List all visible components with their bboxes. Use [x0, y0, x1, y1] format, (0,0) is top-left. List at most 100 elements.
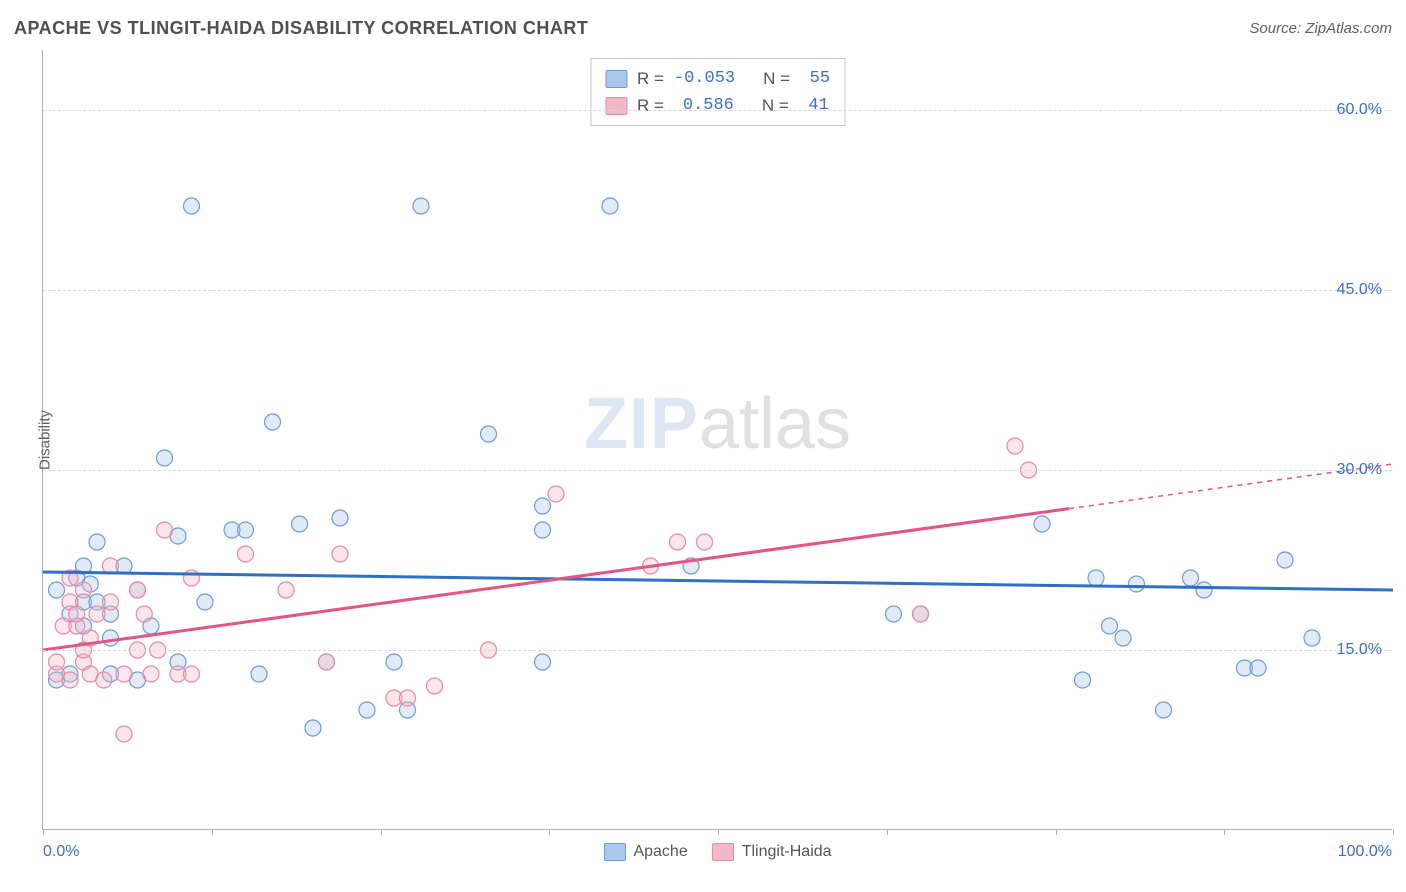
data-point	[96, 672, 112, 688]
y-tick-label: 45.0%	[1337, 281, 1382, 299]
data-point	[427, 678, 443, 694]
data-point	[197, 594, 213, 610]
data-point	[332, 546, 348, 562]
x-tick	[1056, 829, 1057, 835]
legend-bottom-item: Apache	[603, 843, 687, 861]
data-point	[1183, 570, 1199, 586]
legend-top-row: R = -0.053 N = 55	[605, 65, 830, 92]
data-point	[292, 516, 308, 532]
data-point	[1034, 516, 1050, 532]
y-tick-label: 60.0%	[1337, 101, 1382, 119]
data-point	[143, 666, 159, 682]
data-point	[157, 522, 173, 538]
legend-top-row: R = 0.586 N = 41	[605, 92, 830, 119]
source-name: ZipAtlas.com	[1305, 20, 1392, 37]
source-attribution: Source: ZipAtlas.com	[1249, 20, 1392, 37]
data-point	[1088, 570, 1104, 586]
legend-bottom-item: Tlingit-Haida	[712, 843, 832, 861]
data-point	[1250, 660, 1266, 676]
x-tick	[43, 829, 44, 835]
data-point	[89, 606, 105, 622]
data-point	[1196, 582, 1212, 598]
legend-bottom: Apache Tlingit-Haida	[603, 843, 831, 861]
data-point	[602, 198, 618, 214]
x-tick	[549, 829, 550, 835]
gridline	[43, 110, 1392, 111]
legend-n-value: 41	[799, 92, 829, 119]
data-point	[136, 606, 152, 622]
plot-area: Disability ZIPatlas R =-0.053N =55R =0.5…	[42, 50, 1392, 830]
data-point	[76, 582, 92, 598]
data-point	[116, 726, 132, 742]
gridline	[43, 470, 1392, 471]
data-point	[265, 414, 281, 430]
legend-n-label: N =	[762, 92, 789, 119]
legend-n-label: N =	[763, 65, 790, 92]
x-tick	[718, 829, 719, 835]
data-point	[886, 606, 902, 622]
data-point	[184, 198, 200, 214]
legend-r-value: 0.586	[674, 92, 734, 119]
x-tick	[887, 829, 888, 835]
data-point	[49, 582, 65, 598]
data-point	[1129, 576, 1145, 592]
data-point	[251, 666, 267, 682]
data-point	[130, 582, 146, 598]
data-point	[697, 534, 713, 550]
legend-top: R = -0.053 N = 55 R = 0.586 N = 41	[590, 58, 845, 126]
gridline	[43, 650, 1392, 651]
data-point	[548, 486, 564, 502]
legend-n-value: 55	[800, 65, 830, 92]
y-tick-label: 30.0%	[1337, 461, 1382, 479]
legend-swatch	[603, 843, 625, 861]
data-point	[400, 690, 416, 706]
data-point	[238, 546, 254, 562]
data-point	[913, 606, 929, 622]
legend-r-label: R =	[637, 65, 664, 92]
data-point	[1007, 438, 1023, 454]
data-point	[184, 666, 200, 682]
chart-header: APACHE VS TLINGIT-HAIDA DISABILITY CORRE…	[14, 18, 1392, 39]
legend-swatch	[605, 70, 627, 88]
chart-title: APACHE VS TLINGIT-HAIDA DISABILITY CORRE…	[14, 18, 588, 39]
source-prefix: Source:	[1249, 20, 1305, 37]
x-tick	[212, 829, 213, 835]
data-point	[670, 534, 686, 550]
y-tick-label: 15.0%	[1337, 641, 1382, 659]
data-point	[157, 450, 173, 466]
data-point	[103, 630, 119, 646]
data-point	[305, 720, 321, 736]
x-tick	[1393, 829, 1394, 835]
data-point	[1075, 672, 1091, 688]
data-point	[535, 498, 551, 514]
legend-swatch	[605, 97, 627, 115]
legend-r-value: -0.053	[674, 65, 735, 92]
data-point	[535, 522, 551, 538]
data-point	[332, 510, 348, 526]
x-tick	[381, 829, 382, 835]
legend-swatch	[712, 843, 734, 861]
data-point	[184, 570, 200, 586]
data-point	[69, 606, 85, 622]
data-point	[359, 702, 375, 718]
data-point	[238, 522, 254, 538]
x-tick	[1224, 829, 1225, 835]
data-point	[116, 666, 132, 682]
data-point	[1102, 618, 1118, 634]
gridline	[43, 290, 1392, 291]
data-point	[1277, 552, 1293, 568]
data-point	[319, 654, 335, 670]
data-point	[103, 594, 119, 610]
data-point	[89, 534, 105, 550]
legend-series-label: Apache	[633, 843, 687, 861]
x-axis-max-label: 100.0%	[1338, 843, 1392, 861]
legend-r-label: R =	[637, 92, 664, 119]
data-point	[481, 426, 497, 442]
x-axis-min-label: 0.0%	[43, 843, 79, 861]
data-point	[1115, 630, 1131, 646]
legend-series-label: Tlingit-Haida	[742, 843, 832, 861]
data-point	[535, 654, 551, 670]
data-point	[1156, 702, 1172, 718]
data-point	[386, 654, 402, 670]
plot-svg	[43, 50, 1392, 829]
